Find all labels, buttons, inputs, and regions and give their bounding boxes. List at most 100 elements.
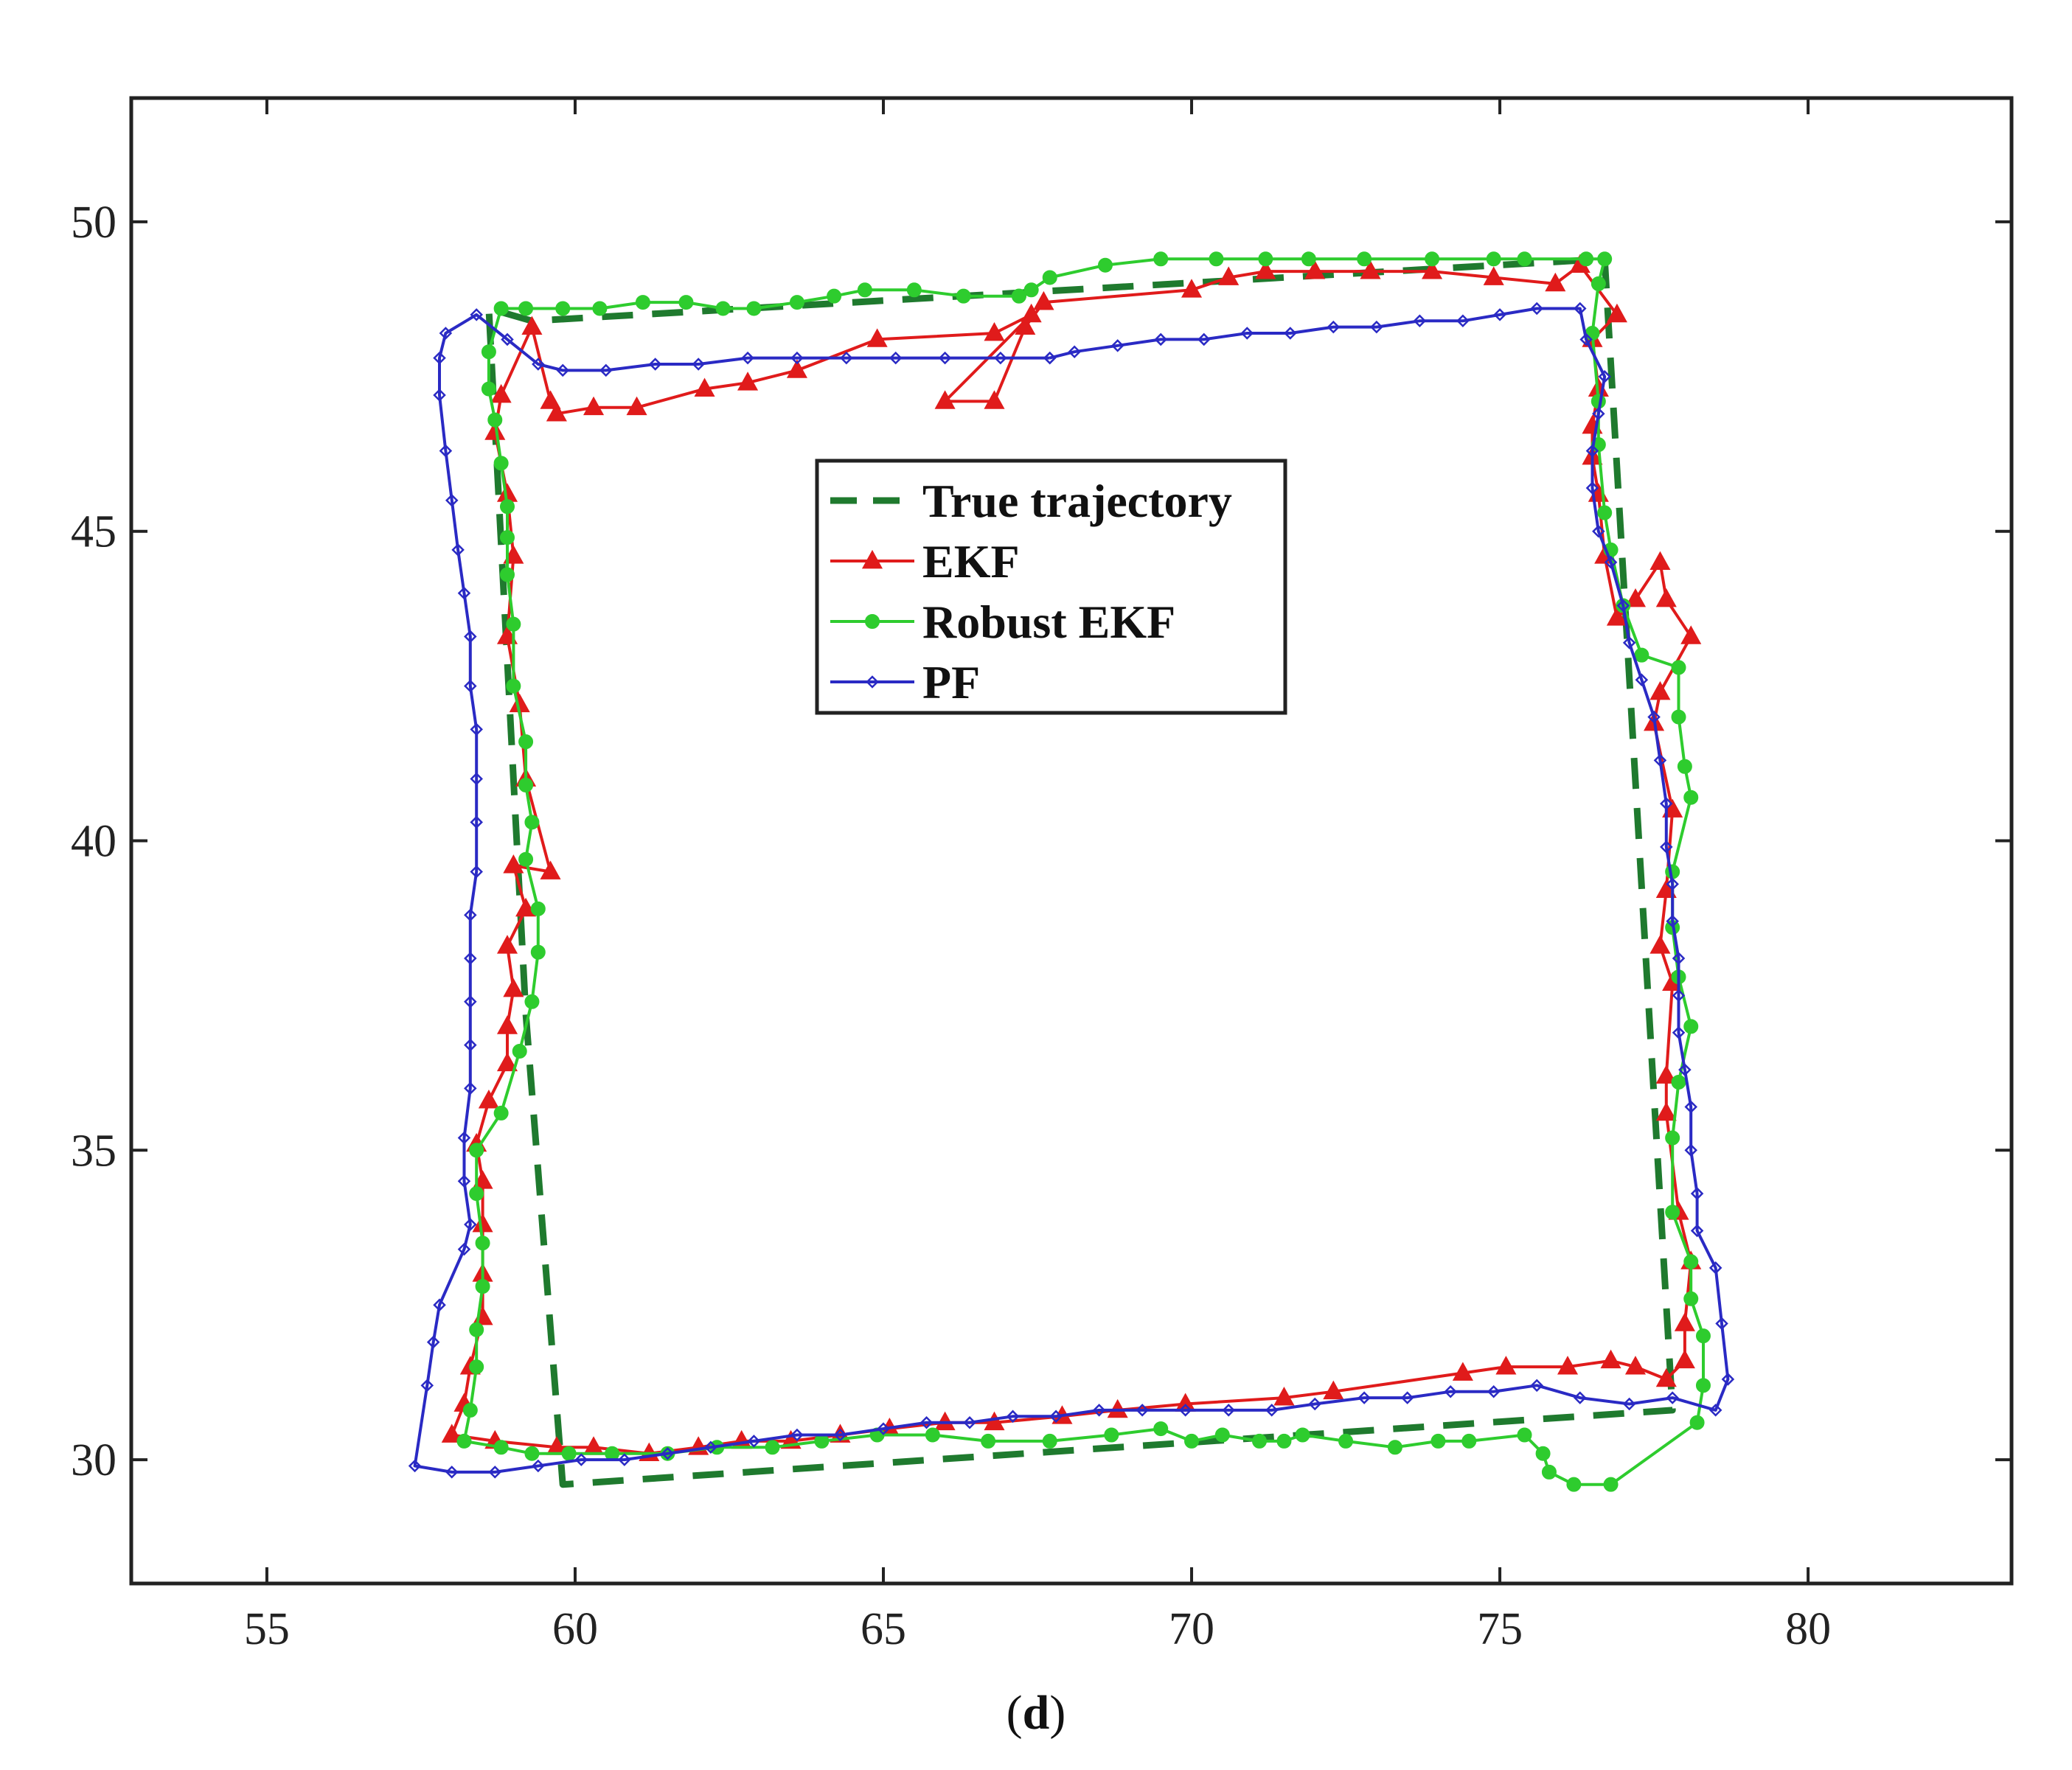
data-point-pf bbox=[1265, 1404, 1279, 1417]
data-point-ekf bbox=[984, 321, 1005, 341]
data-point-pf bbox=[1487, 1384, 1501, 1398]
data-point-ekf bbox=[490, 383, 512, 403]
data-point-ekf bbox=[1033, 290, 1054, 310]
data-point-robust-ekf bbox=[1535, 1446, 1551, 1461]
data-point-robust-ekf bbox=[1214, 1427, 1230, 1443]
data-point-pf bbox=[1708, 1261, 1722, 1275]
data-point-pf bbox=[1456, 314, 1470, 328]
data-point-robust-ekf bbox=[789, 295, 804, 310]
data-point-robust-ekf bbox=[1011, 288, 1026, 304]
data-point-robust-ekf bbox=[1301, 251, 1316, 267]
data-point-pf bbox=[1530, 1379, 1543, 1393]
data-point-pf bbox=[648, 358, 662, 371]
data-point-robust-ekf bbox=[827, 288, 842, 304]
x-tick-label: 65 bbox=[861, 1604, 906, 1654]
data-point-pf bbox=[457, 1174, 471, 1188]
data-point-pf bbox=[599, 363, 613, 377]
data-point-robust-ekf bbox=[524, 994, 540, 1009]
data-point-pf bbox=[470, 815, 483, 829]
x-tick-label: 70 bbox=[1169, 1604, 1214, 1654]
data-point-pf bbox=[919, 1415, 934, 1429]
caption-close: ) bbox=[1049, 1686, 1065, 1740]
data-point-pf bbox=[704, 1440, 717, 1454]
data-point-ekf bbox=[1422, 260, 1443, 279]
data-point-pf bbox=[1604, 555, 1618, 569]
data-point-robust-ekf bbox=[678, 295, 694, 310]
data-point-pf bbox=[1493, 308, 1506, 321]
data-point-ekf bbox=[1649, 935, 1671, 954]
data-point-pf bbox=[1136, 1404, 1149, 1417]
data-point-pf bbox=[439, 444, 453, 458]
data-point-pf bbox=[889, 351, 903, 365]
data-point-pf bbox=[994, 351, 1007, 365]
data-point-robust-ekf bbox=[462, 1402, 478, 1418]
data-point-robust-ekf bbox=[469, 1186, 484, 1202]
data-point-pf bbox=[1622, 636, 1636, 649]
legend-marker-robust-ekf bbox=[865, 614, 880, 629]
y-tick-label: 35 bbox=[71, 1126, 117, 1176]
data-point-ekf bbox=[1181, 279, 1203, 298]
y-tick-label: 30 bbox=[71, 1435, 117, 1485]
data-point-ekf bbox=[540, 390, 561, 409]
data-point-ekf bbox=[1655, 1367, 1677, 1387]
data-point-robust-ekf bbox=[1590, 276, 1606, 291]
data-point-pf bbox=[1092, 1404, 1106, 1417]
legend-label-true-trajectory: True trajectory bbox=[922, 475, 1232, 527]
data-point-ekf bbox=[786, 359, 807, 378]
data-point-robust-ekf bbox=[1461, 1433, 1477, 1449]
data-point-ekf bbox=[984, 1411, 1005, 1431]
data-point-robust-ekf bbox=[1683, 1019, 1699, 1034]
data-point-ekf bbox=[694, 377, 715, 397]
data-point-ekf bbox=[1015, 316, 1036, 335]
legend-marker-pf bbox=[866, 675, 879, 689]
data-point-pf bbox=[1068, 345, 1081, 358]
x-tick-label: 55 bbox=[244, 1604, 290, 1654]
data-point-ekf bbox=[496, 625, 518, 644]
data-point-ekf bbox=[1304, 260, 1326, 279]
data-point-ekf bbox=[1606, 607, 1627, 626]
data-point-ekf bbox=[515, 897, 537, 917]
data-point-robust-ekf bbox=[1517, 251, 1532, 267]
data-point-pf bbox=[1573, 1391, 1587, 1404]
data-point-pf bbox=[445, 1466, 459, 1479]
data-point-robust-ekf bbox=[1276, 1433, 1292, 1449]
data-point-robust-ekf bbox=[530, 901, 546, 916]
data-point-robust-ekf bbox=[506, 616, 521, 632]
data-point-pf bbox=[1666, 877, 1679, 891]
data-point-pf bbox=[1715, 1317, 1728, 1331]
data-point-pf bbox=[1444, 1384, 1457, 1398]
data-point-pf bbox=[938, 351, 952, 365]
data-point-ekf bbox=[1655, 1101, 1677, 1121]
data-point-ekf bbox=[626, 396, 647, 416]
data-point-ekf bbox=[934, 390, 956, 409]
data-point-pf bbox=[426, 1335, 440, 1349]
series-layer bbox=[408, 251, 1735, 1492]
caption-letter: d bbox=[1023, 1686, 1050, 1740]
data-point-robust-ekf bbox=[518, 851, 534, 867]
data-point-pf bbox=[1585, 444, 1599, 458]
data-point-robust-ekf bbox=[500, 499, 515, 515]
data-point-pf bbox=[1598, 370, 1611, 383]
axes-box bbox=[129, 96, 2014, 1586]
data-point-robust-ekf bbox=[524, 815, 540, 830]
data-point-pf bbox=[877, 1422, 890, 1435]
data-point-robust-ekf bbox=[1585, 326, 1600, 341]
data-point-pf bbox=[1684, 1143, 1698, 1157]
data-point-pf bbox=[1110, 339, 1124, 352]
data-point-pf bbox=[451, 543, 465, 557]
data-point-pf bbox=[1592, 407, 1605, 420]
data-point-robust-ekf bbox=[493, 1440, 509, 1455]
data-point-robust-ekf bbox=[1541, 1464, 1557, 1480]
data-point-robust-ekf bbox=[1517, 1427, 1532, 1443]
data-point-robust-ekf bbox=[1153, 251, 1169, 267]
ticks-layer: 55 60 65 70 75 80 30 35 40 45 50 bbox=[71, 98, 2012, 1654]
data-point-ekf bbox=[866, 328, 888, 347]
data-point-pf bbox=[1579, 332, 1593, 346]
data-point-ekf bbox=[1655, 1065, 1677, 1084]
data-point-ekf bbox=[472, 1170, 493, 1189]
data-point-robust-ekf bbox=[1579, 251, 1594, 267]
data-point-pf bbox=[1666, 914, 1679, 928]
data-point-pf bbox=[420, 1379, 434, 1393]
data-point-robust-ekf bbox=[592, 301, 608, 316]
